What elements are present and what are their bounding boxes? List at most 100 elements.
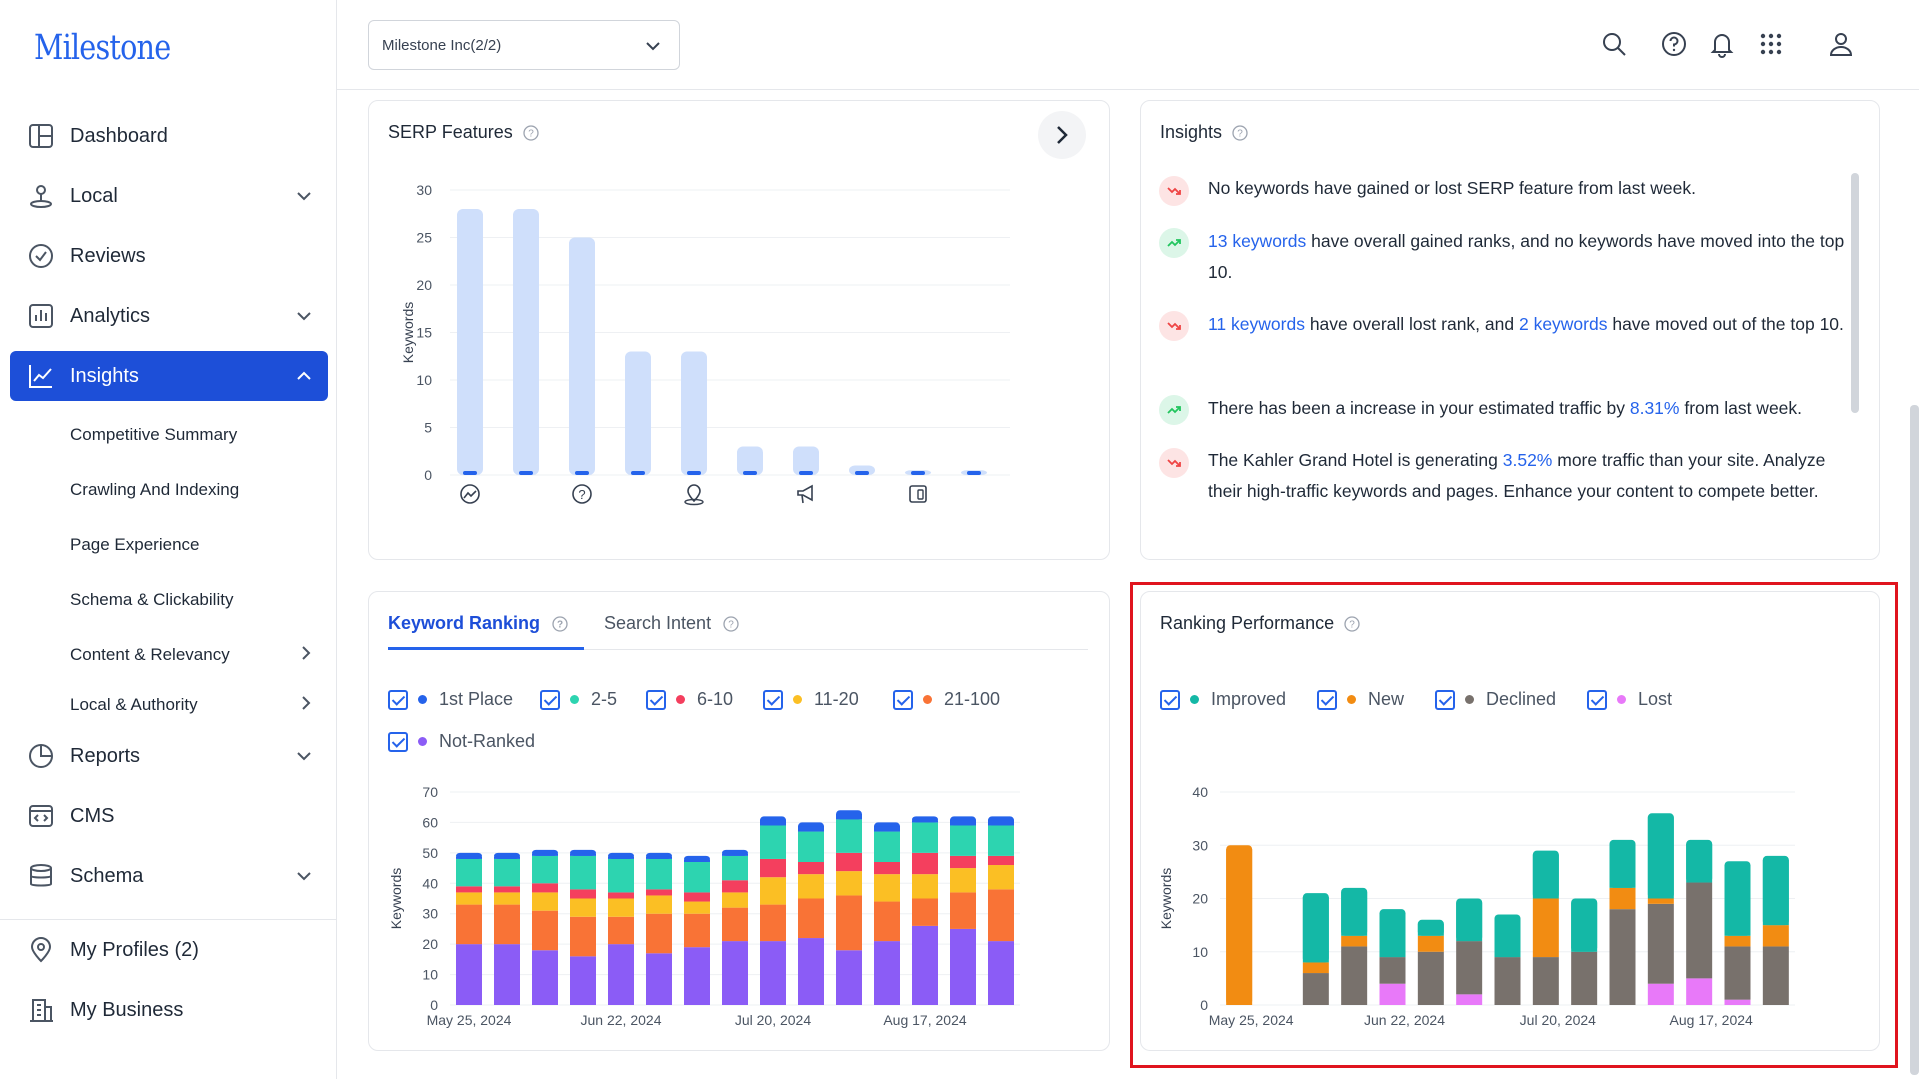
code-window-icon [26, 801, 56, 831]
legend-2-5[interactable]: 2-5 [540, 689, 617, 710]
bar-segment [646, 953, 672, 1005]
bar-segment [608, 898, 634, 917]
bar-segment [912, 852, 938, 875]
location-icon [26, 935, 56, 965]
sidebar-item-dashboard[interactable]: Dashboard [10, 111, 328, 161]
sidebar-item-my-business[interactable]: My Business [10, 985, 328, 1035]
sidebar-item-reviews[interactable]: Reviews [10, 231, 328, 281]
sidebar-sub-content-relevancy[interactable]: Content & Relevancy [70, 645, 311, 665]
tab-search-intent[interactable]: Search Intent ? [604, 613, 739, 634]
search-icon[interactable] [1600, 30, 1628, 58]
help-icon[interactable]: ? [523, 124, 539, 141]
y-tick-label: 0 [1200, 997, 1208, 1013]
insights-scrollbar[interactable] [1851, 173, 1859, 413]
insight-row: The Kahler Grand Hotel is generating 3.5… [1208, 445, 1848, 507]
legend-1st-place[interactable]: 1st Place [388, 689, 513, 710]
sidebar-item-schema[interactable]: Schema [10, 851, 328, 901]
sidebar-item-insights[interactable]: Insights [10, 351, 328, 401]
bar-segment [950, 825, 976, 856]
bar-segment [836, 895, 862, 951]
badge-check-icon [26, 241, 56, 271]
sidebar-sub-schema-clickability[interactable]: Schema & Clickability [70, 590, 234, 609]
checkbox[interactable] [540, 689, 560, 710]
legend-improved[interactable]: Improved [1160, 689, 1286, 710]
insight-text: have overall gained ranks, and no keywor… [1208, 231, 1845, 282]
chevron-up-icon[interactable] [294, 366, 314, 386]
bell-icon[interactable] [1708, 30, 1736, 58]
chevron-down-icon[interactable] [294, 746, 314, 766]
chevron-down-icon[interactable] [294, 866, 314, 886]
milestone-logo[interactable]: Milestone [34, 28, 171, 68]
keywords-link[interactable]: 13 keywords [1208, 231, 1307, 251]
keywords-link[interactable]: 11 keywords [1208, 314, 1305, 334]
checkbox[interactable] [646, 689, 666, 710]
icon-part [463, 490, 477, 499]
chevron-right-icon[interactable] [296, 693, 316, 713]
bar-segment [532, 910, 558, 951]
sidebar-sub-local-authority[interactable]: Local & Authority [70, 695, 311, 715]
sidebar-item-cms[interactable]: CMS [10, 791, 328, 841]
legend-lost[interactable]: Lost [1587, 689, 1672, 710]
checkbox[interactable] [893, 689, 913, 710]
help-icon[interactable]: ? [1344, 615, 1360, 632]
x-tick-label: Aug 17, 2024 [883, 1012, 967, 1028]
org-select[interactable]: Milestone Inc(2/2) [368, 20, 680, 70]
chevron-down-icon[interactable] [294, 186, 314, 206]
chevron-right-icon[interactable] [296, 643, 316, 663]
bar-segment [1417, 951, 1444, 1005]
user-icon[interactable] [1827, 30, 1855, 58]
bar-segment-fill [1226, 849, 1253, 1005]
y-tick-label: 30 [1192, 837, 1208, 853]
y-tick-label: 20 [1192, 891, 1208, 907]
sidebar-sub-page-experience[interactable]: Page Experience [70, 535, 200, 554]
sidebar-item-reports[interactable]: Reports [10, 731, 328, 781]
bar-segment [456, 858, 482, 887]
checkbox[interactable] [1317, 689, 1337, 710]
next-arrow-button[interactable] [1037, 110, 1087, 160]
sidebar-item-analytics[interactable]: Analytics [10, 291, 328, 341]
help-icon[interactable]: ? [552, 615, 568, 632]
y-tick-label: 40 [422, 875, 438, 891]
sidebar-sub-crawling-indexing[interactable]: Crawling And Indexing [70, 480, 240, 499]
bar-segment [1762, 946, 1789, 1005]
bar-segment [1379, 957, 1406, 984]
active-tab-indicator [388, 647, 584, 650]
legend-not-ranked[interactable]: Not-Ranked [388, 731, 535, 752]
keywords-link[interactable]: 2 keywords [1518, 314, 1608, 334]
bar-segment [798, 861, 824, 875]
checkbox[interactable] [1587, 689, 1607, 710]
legend-21-100[interactable]: 21-100 [893, 689, 1000, 710]
checkbox[interactable] [1435, 689, 1455, 710]
y-axis-label: Keywords [400, 302, 416, 363]
y-tick-label: 10 [1192, 944, 1208, 960]
legend-dot [923, 695, 932, 704]
y-tick-label: 0 [424, 467, 432, 483]
checkbox[interactable] [763, 689, 783, 710]
bar-segment [950, 868, 976, 893]
checkbox[interactable] [388, 689, 408, 710]
legend-declined[interactable]: Declined [1435, 689, 1556, 710]
help-icon[interactable] [1660, 30, 1688, 58]
chevron-down-icon[interactable] [294, 306, 314, 326]
checkbox[interactable] [1160, 689, 1180, 710]
bar-segment [1724, 935, 1751, 947]
bar-segment [874, 941, 900, 1005]
icon-part [801, 494, 804, 504]
sidebar-sub-competitive-summary[interactable]: Competitive Summary [70, 425, 238, 444]
checkbox[interactable] [388, 731, 408, 752]
traffic-link[interactable]: 8.31% [1629, 398, 1680, 418]
bar-segment [608, 892, 634, 899]
apps-grid-icon[interactable] [1757, 30, 1785, 58]
sidebar-item-local[interactable]: Local [10, 171, 328, 221]
sidebar-item-my-profiles[interactable]: My Profiles (2) [10, 925, 328, 975]
legend-new[interactable]: New [1317, 689, 1404, 710]
legend-11-20[interactable]: 11-20 [763, 689, 859, 710]
tab-keyword-ranking[interactable]: Keyword Ranking ? [388, 613, 568, 634]
legend-6-10[interactable]: 6-10 [646, 689, 733, 710]
help-icon[interactable]: ? [723, 615, 739, 632]
bar-segment [608, 858, 634, 893]
help-icon[interactable]: ? [1232, 124, 1248, 141]
page-scrollbar[interactable] [1910, 405, 1919, 1075]
serp-bar-base [967, 471, 981, 475]
traffic-link[interactable]: 3.52% [1502, 450, 1553, 470]
